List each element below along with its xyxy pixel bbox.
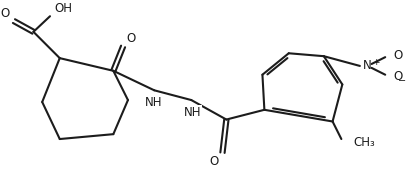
Text: O: O xyxy=(393,49,402,62)
Text: N: N xyxy=(363,59,372,72)
Text: CH₃: CH₃ xyxy=(353,136,375,149)
Text: +: + xyxy=(372,57,380,67)
Text: O: O xyxy=(393,70,402,83)
Text: −: − xyxy=(398,76,406,86)
Text: OH: OH xyxy=(55,2,72,15)
Text: NH: NH xyxy=(144,96,162,109)
Text: NH: NH xyxy=(184,106,201,119)
Text: O: O xyxy=(126,32,135,45)
Text: O: O xyxy=(1,7,10,20)
Text: O: O xyxy=(209,155,219,168)
